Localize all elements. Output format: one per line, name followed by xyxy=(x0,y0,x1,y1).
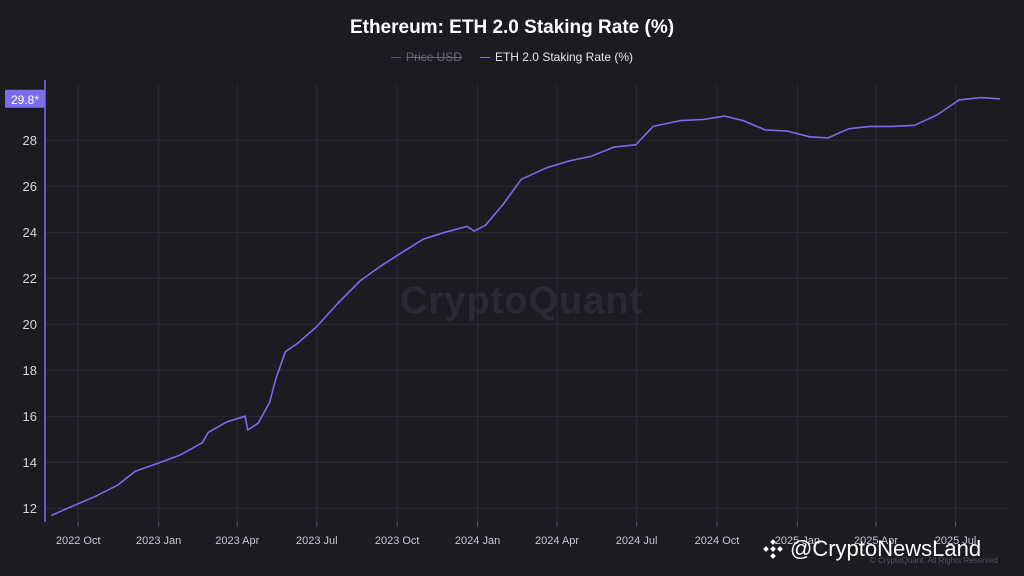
legend-label-price-usd: Price USD xyxy=(405,50,462,64)
data-point xyxy=(51,514,53,516)
chart-legend: Price USD ETH 2.0 Staking Rate (%) xyxy=(0,50,1024,64)
data-point xyxy=(207,431,210,434)
data-point xyxy=(936,114,938,116)
data-point xyxy=(869,125,871,128)
binance-diamond-icon xyxy=(762,538,784,560)
current-value-badge xyxy=(5,89,45,108)
y-tick-label: 26 xyxy=(23,179,37,194)
data-point xyxy=(891,125,894,128)
data-point xyxy=(568,160,571,162)
data-point xyxy=(502,203,504,206)
legend-line-icon xyxy=(390,56,401,58)
data-point xyxy=(590,155,592,158)
brand-watermark: @CryptoNewsLand xyxy=(762,536,981,562)
data-point xyxy=(444,231,447,233)
data-point xyxy=(257,422,260,424)
watermark: CryptoQuant xyxy=(400,280,644,322)
data-point xyxy=(297,341,300,344)
legend-item-staking-rate[interactable]: ETH 2.0 Staking Rate (%) xyxy=(479,50,634,64)
x-tick-label: 2025 Jul xyxy=(935,535,977,547)
data-point xyxy=(848,127,850,130)
current-value-label: 29.8* xyxy=(11,93,39,107)
data-point xyxy=(274,378,277,381)
x-tick-label: 2025 Apr xyxy=(854,535,898,547)
data-point xyxy=(652,125,654,128)
x-tick-label: 2024 Oct xyxy=(695,535,740,547)
y-tick-label: 28 xyxy=(23,133,37,148)
chart-title: Ethereum: ETH 2.0 Staking Rate (%) xyxy=(349,17,675,38)
x-tick-label: 2023 Oct xyxy=(375,535,420,547)
y-tick-label: 16 xyxy=(23,409,37,424)
x-tick-label: 2024 Jan xyxy=(455,535,500,547)
data-point xyxy=(827,137,829,139)
data-point xyxy=(178,454,181,457)
y-tick-label: 12 xyxy=(23,501,37,516)
series-line-staking-rate xyxy=(51,96,1000,516)
legend-item-price-usd[interactable]: Price USD xyxy=(390,50,462,64)
x-tick-label: 2023 Jan xyxy=(136,535,181,547)
data-point xyxy=(359,279,362,282)
y-tick-label: 24 xyxy=(23,225,37,240)
data-point xyxy=(116,484,119,487)
x-axis: 2022 Oct 2023 Jan 2023 Apr 2023 Jul 2023 Oct… xyxy=(56,522,976,547)
data-point xyxy=(958,99,960,101)
data-point xyxy=(404,249,406,252)
data-point xyxy=(473,230,475,232)
data-point xyxy=(545,167,548,169)
data-point xyxy=(613,146,615,148)
series-layer xyxy=(51,96,1001,516)
data-point xyxy=(913,124,916,127)
x-tick-label: 2023 Jul xyxy=(296,535,338,547)
data-point xyxy=(246,429,249,431)
legend-label-staking-rate: ETH 2.0 Staking Rate (%) xyxy=(494,50,634,64)
data-point xyxy=(284,351,287,353)
data-point xyxy=(724,115,726,117)
legend-line-icon xyxy=(479,56,490,58)
x-tick-label: 2022 Oct xyxy=(56,535,101,547)
x-tick-label: 2025 Jan xyxy=(775,535,820,547)
data-point xyxy=(702,118,704,121)
current-value-marker: 29.8* xyxy=(5,89,45,108)
data-point xyxy=(484,224,487,227)
y-tick-label: 14 xyxy=(23,455,37,470)
grid-lines xyxy=(45,85,1008,522)
data-point xyxy=(679,119,682,122)
data-point xyxy=(226,421,228,423)
data-point xyxy=(316,325,318,328)
data-point xyxy=(422,238,425,240)
data-point xyxy=(72,505,74,507)
copyright-text: © CryptoQuant. All Rights Reserved xyxy=(870,556,998,565)
data-point xyxy=(520,178,523,181)
x-tick-label: 2024 Jul xyxy=(616,535,658,547)
data-point xyxy=(786,130,788,132)
data-point xyxy=(980,96,982,99)
data-point xyxy=(764,129,766,131)
x-tick-label: 2023 Apr xyxy=(215,535,259,547)
y-tick-label: 18 xyxy=(23,363,37,378)
y-tick-label: 22 xyxy=(23,271,37,286)
data-point xyxy=(201,441,204,444)
data-point xyxy=(268,401,271,404)
data-point xyxy=(998,98,1001,100)
data-point xyxy=(156,462,159,465)
data-point xyxy=(466,225,468,228)
data-point xyxy=(336,302,339,305)
y-tick-label: 20 xyxy=(23,317,37,332)
data-point xyxy=(808,136,811,138)
x-tick-label: 2024 Apr xyxy=(535,535,579,547)
data-point xyxy=(634,144,637,146)
y-axis: 12 14 16 18 20 22 24 26 28 xyxy=(23,80,46,522)
data-point xyxy=(742,119,744,122)
data-point xyxy=(134,470,136,473)
data-point xyxy=(382,263,385,266)
data-point xyxy=(244,415,246,418)
brand-text: @CryptoNewsLand xyxy=(790,536,982,561)
data-point xyxy=(94,495,96,498)
